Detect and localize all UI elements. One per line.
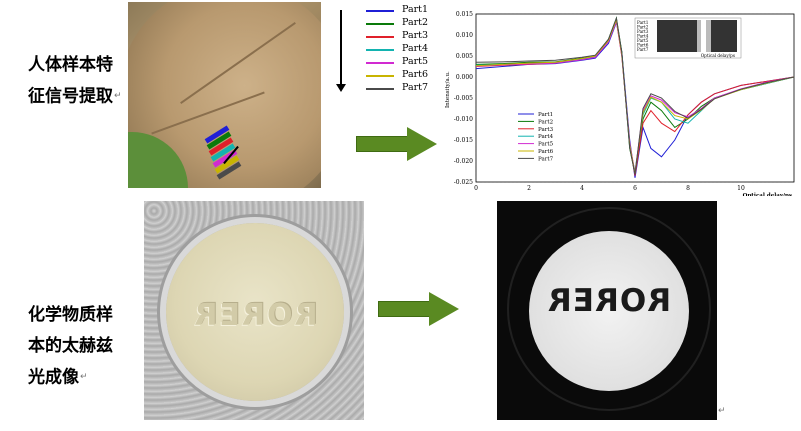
top-caption: 人体样本特 征信号提取↵ (28, 50, 122, 113)
legend-label: Part5 (538, 142, 554, 148)
right-arrow-icon (378, 301, 432, 317)
x-tick-label: 10 (737, 185, 745, 192)
inset-row-label: Part1 (637, 20, 649, 25)
y-tick-label: 0.010 (456, 32, 473, 39)
inset-row-label: Part4 (637, 34, 649, 39)
y-tick-label: -0.015 (454, 137, 473, 144)
paragraph-mark: ↵ (718, 406, 726, 416)
top-caption-line2: 征信号提取↵ (28, 86, 122, 107)
y-tick-label: 0.005 (456, 53, 473, 60)
inset-row-label: Part5 (637, 38, 649, 43)
bottom-caption-line3: 光成像↵ (28, 367, 88, 388)
thz-signal-chart: 0.015 0.010 0.005 0.000 -0.005 -0.010 -0.015 -0… (440, 2, 800, 199)
legend-label: Part3 (538, 127, 554, 133)
inset-x-label: Optical delay/ps (701, 53, 735, 58)
right-arrow-icon (356, 136, 410, 152)
legend-label: Part4 (538, 134, 554, 140)
chart-svg: 0.015 0.010 0.005 0.000 -0.005 -0.010 -0.015 -0… (445, 11, 795, 199)
x-tick-label: 8 (686, 185, 690, 192)
x-tick-label: 6 (633, 185, 637, 192)
y-tick-label: 0.015 (456, 11, 473, 18)
thz-image-text: RORER (546, 283, 672, 319)
down-arrow-icon (340, 10, 342, 86)
chemical-tablet-photo: RORER (144, 201, 364, 420)
human-sample-photo (128, 2, 321, 188)
bottom-caption: 化学物质样 本的太赫兹 光成像↵ (28, 300, 113, 394)
y-tick-label: -0.020 (454, 158, 473, 165)
tablet-embossed-text: RORER (192, 298, 318, 333)
paragraph-mark: ↵ (80, 372, 88, 382)
x-tick-label: 0 (474, 185, 478, 192)
x-axis-label: Optical delay/ps (743, 193, 792, 196)
top-caption-line1: 人体样本特 (28, 55, 113, 75)
inset-row-label: Part7 (637, 47, 649, 52)
y-axis-label: Intensity/a.u. (445, 71, 451, 108)
y-tick-label: 0.000 (456, 74, 473, 81)
terahertz-image: RORER (497, 201, 717, 420)
inset-row-label: Part3 (637, 29, 649, 34)
y-tick-label: -0.010 (454, 116, 473, 123)
paragraph-mark: ↵ (114, 91, 122, 101)
bottom-caption-line1: 化学物质样 (28, 305, 113, 325)
y-tick-label: -0.025 (454, 179, 473, 186)
legend-label: Part1 (538, 112, 553, 118)
y-tick-label: -0.005 (454, 95, 473, 102)
bottom-caption-line2: 本的太赫兹 (28, 336, 113, 356)
inset-row-label: Part6 (637, 43, 649, 48)
series-line-part7 (475, 16, 795, 175)
legend-label: Part2 (538, 119, 553, 125)
parts-legend: Part1 Part2 Part3 Part4 Part5 Part6 Part… (356, 4, 476, 96)
x-tick-label: 2 (527, 185, 531, 192)
x-tick-label: 4 (580, 185, 584, 192)
legend-label: Part6 (538, 149, 554, 155)
legend-label: Part7 (538, 156, 554, 162)
inset-row-label: Part2 (637, 25, 649, 30)
inset-heatmap-peak (701, 20, 706, 52)
